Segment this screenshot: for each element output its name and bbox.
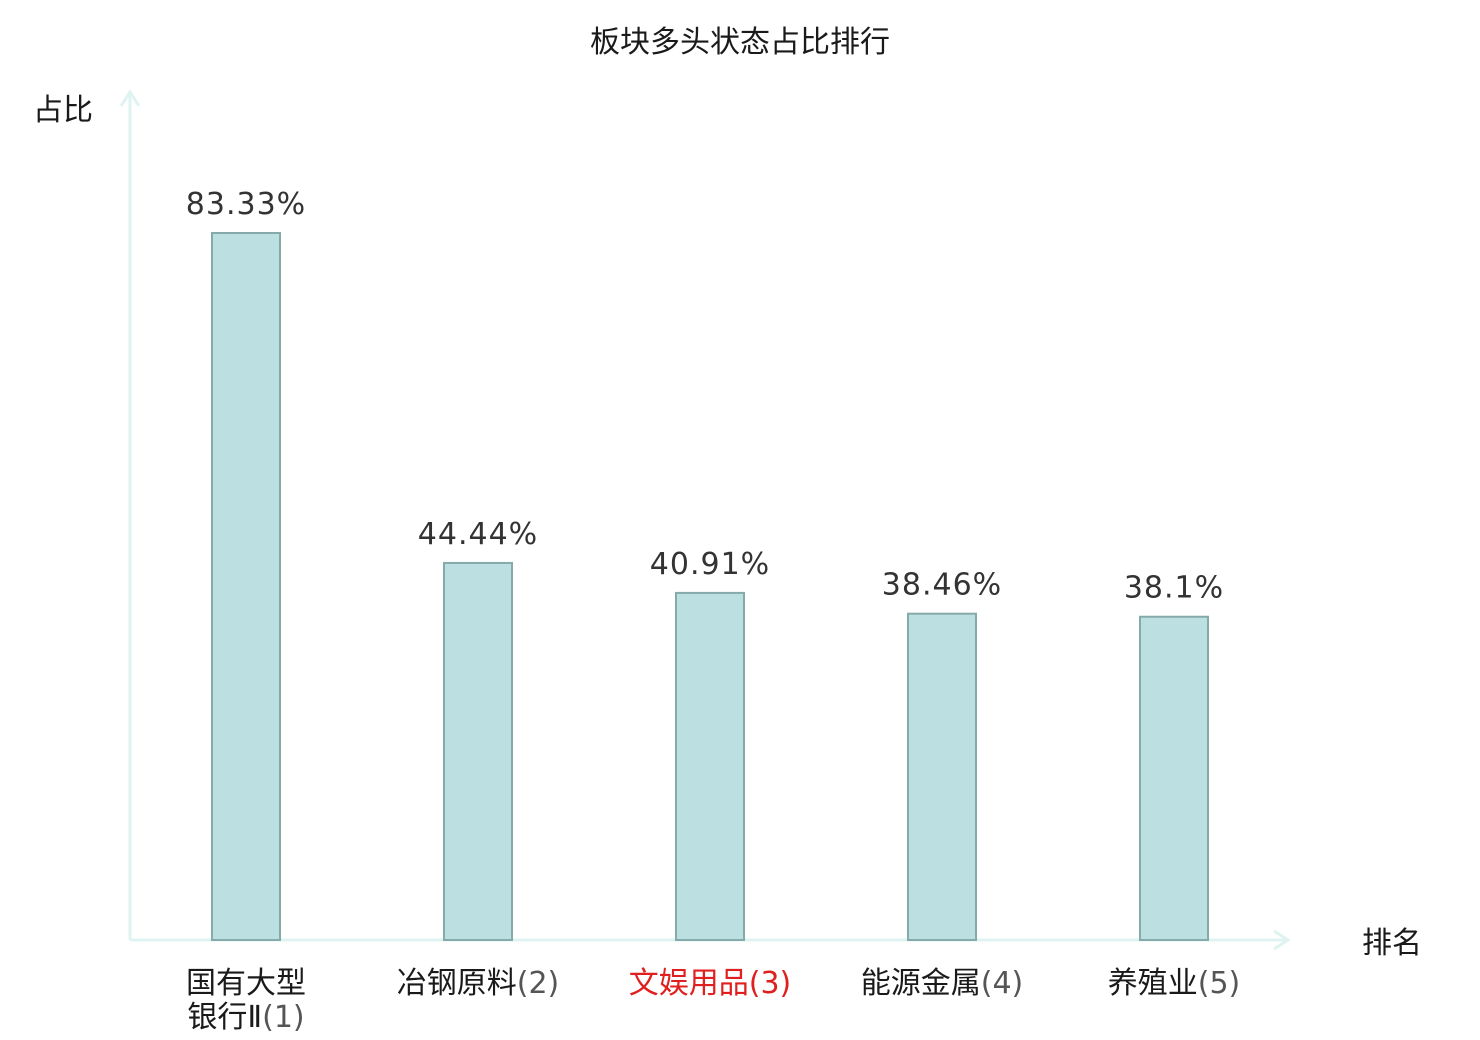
value-label-5: 38.1% xyxy=(1124,571,1224,606)
bar-5 xyxy=(1139,615,1209,941)
category-name: 国有大型 xyxy=(186,966,306,1001)
bar-2 xyxy=(443,561,513,941)
category-name: 养殖业 xyxy=(1108,966,1198,1001)
category-label-1-line-1: 国有大型 xyxy=(186,966,306,1001)
y-axis-label: 占比 xyxy=(33,93,93,128)
value-label-2: 44.44% xyxy=(418,517,538,552)
category-rank: (1) xyxy=(262,1000,305,1035)
category-rank: (4) xyxy=(981,966,1024,1001)
category-label-4-line-1: 能源金属(4) xyxy=(861,966,1024,1001)
category-label-5: 养殖业(5) xyxy=(1108,966,1241,1001)
value-label-1: 83.33% xyxy=(186,187,306,222)
category-rank: (5) xyxy=(1198,966,1241,1001)
category-label-1-line-2: 银行Ⅱ(1) xyxy=(187,1000,304,1035)
category-label-3-line-1: 文娱用品(3) xyxy=(629,966,792,1001)
y-axis-arrow xyxy=(119,89,141,107)
category-name: 文娱用品 xyxy=(629,966,749,1001)
category-rank: (3) xyxy=(749,966,792,1001)
category-name: 银行Ⅱ xyxy=(187,1000,262,1035)
category-label-3: 文娱用品(3) xyxy=(629,966,792,1001)
category-rank: (2) xyxy=(517,966,560,1001)
bar-1 xyxy=(211,232,281,941)
x-axis-arrow xyxy=(1273,929,1291,951)
category-name: 能源金属 xyxy=(861,966,981,1001)
x-axis: 排名 xyxy=(130,926,1422,961)
category-label-4: 能源金属(4) xyxy=(861,966,1024,1001)
value-label-4: 38.46% xyxy=(882,568,1002,603)
bar-3 xyxy=(675,591,745,942)
value-labels-group: 83.33% 44.44% 40.91% 38.46% 38.1% xyxy=(186,187,1224,606)
chart-title: 板块多头状态占比排行 xyxy=(590,25,890,60)
category-label-2: 冶钢原料(2) xyxy=(397,966,560,1001)
bar-4 xyxy=(907,612,977,941)
value-label-3: 40.91% xyxy=(650,547,770,582)
category-name: 冶钢原料 xyxy=(397,966,517,1001)
y-axis: 占比 xyxy=(33,89,141,940)
x-axis-label: 排名 xyxy=(1362,926,1422,961)
category-label-5-line-1: 养殖业(5) xyxy=(1108,966,1241,1001)
bars-group xyxy=(211,232,1209,942)
category-label-2-line-1: 冶钢原料(2) xyxy=(397,966,560,1001)
